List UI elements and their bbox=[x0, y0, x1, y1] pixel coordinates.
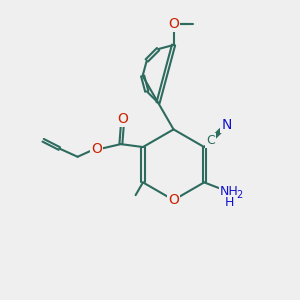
Text: O: O bbox=[168, 193, 179, 207]
Text: O: O bbox=[117, 112, 128, 126]
Text: 2: 2 bbox=[236, 190, 243, 200]
Text: H: H bbox=[224, 196, 234, 209]
Text: NH: NH bbox=[220, 185, 239, 198]
Text: N: N bbox=[221, 118, 232, 132]
Text: O: O bbox=[168, 17, 179, 32]
Text: C: C bbox=[206, 134, 215, 147]
Text: O: O bbox=[91, 142, 102, 155]
